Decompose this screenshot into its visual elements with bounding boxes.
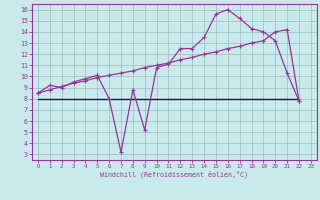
X-axis label: Windchill (Refroidissement éolien,°C): Windchill (Refroidissement éolien,°C)	[100, 171, 248, 178]
